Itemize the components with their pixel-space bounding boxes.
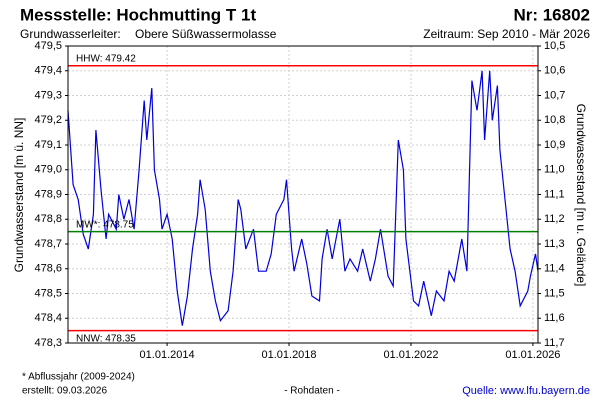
y-tick-label: 478,9	[34, 188, 62, 200]
x-tick-label: 01.01.2018	[261, 349, 316, 361]
y-tick-label: 479,0	[34, 164, 62, 176]
y-tick-label: 478,8	[34, 213, 62, 225]
source[interactable]: Quelle: www.lfu.bayern.de	[462, 385, 590, 397]
y-tick-label: 479,3	[34, 89, 62, 101]
y-tick-label: 479,4	[34, 65, 62, 77]
y2-tick-label: 11,6	[544, 312, 565, 324]
chart-title: Messstelle: Hochmutting T 1t	[20, 5, 256, 24]
y2-tick-label: 10,5	[544, 40, 565, 52]
y-tick-label: 478,6	[34, 263, 62, 275]
y2-tick-label: 10,7	[544, 89, 565, 101]
y-tick-label: 479,5	[34, 40, 62, 52]
y-axis-label: Grundwasserstand [m ü. NN]	[12, 118, 26, 273]
plot-frame	[67, 45, 539, 344]
footnote: * Abflussjahr (2009-2024)	[22, 372, 135, 383]
y-tick-label: 479,2	[34, 114, 62, 126]
reference-label: NNW: 478.35	[76, 333, 136, 344]
y2-tick-label: 10,8	[544, 114, 565, 126]
x-tick-label: 01.01.2026	[505, 349, 560, 361]
reference-label: HHW: 479.42	[76, 53, 136, 64]
y-tick-label: 478,5	[34, 287, 62, 299]
station-number: Nr: 16802	[513, 5, 590, 24]
x-tick-label: 01.01.2022	[383, 349, 438, 361]
reference-label: MW*: 478.75	[76, 219, 134, 230]
y-tick-label: 478,4	[34, 312, 62, 324]
y2-tick-label: 11,1	[544, 188, 565, 200]
y-tick-label: 478,3	[34, 337, 62, 349]
data-line	[67, 70, 539, 326]
y2-tick-label: 11,7	[544, 337, 565, 349]
y2-tick-label: 11,2	[544, 213, 565, 225]
y2-tick-label: 11,3	[544, 238, 565, 250]
x-tick-label: 01.01.2014	[140, 349, 195, 361]
created-date: erstellt: 09.03.2026	[22, 386, 107, 397]
raw-data-note: - Rohdaten -	[284, 386, 340, 397]
y2-tick-label: 10,9	[544, 139, 565, 151]
y2-tick-label: 11,5	[544, 287, 565, 299]
y2-tick-label: 11,0	[544, 164, 565, 176]
period: Zeitraum: Sep 2010 - Mär 2026	[423, 27, 590, 41]
y2-tick-label: 10,6	[544, 65, 565, 77]
y2-tick-label: 11,4	[544, 263, 565, 275]
y-tick-label: 479,1	[34, 139, 62, 151]
aquifer: Obere Süßwassermolasse	[135, 27, 277, 41]
y-tick-label: 478,7	[34, 238, 62, 250]
aquifer-label: Grundwasserleiter:	[20, 27, 121, 41]
y2-axis-label: Grundwasserstand [m u. Gelände]	[574, 104, 588, 287]
